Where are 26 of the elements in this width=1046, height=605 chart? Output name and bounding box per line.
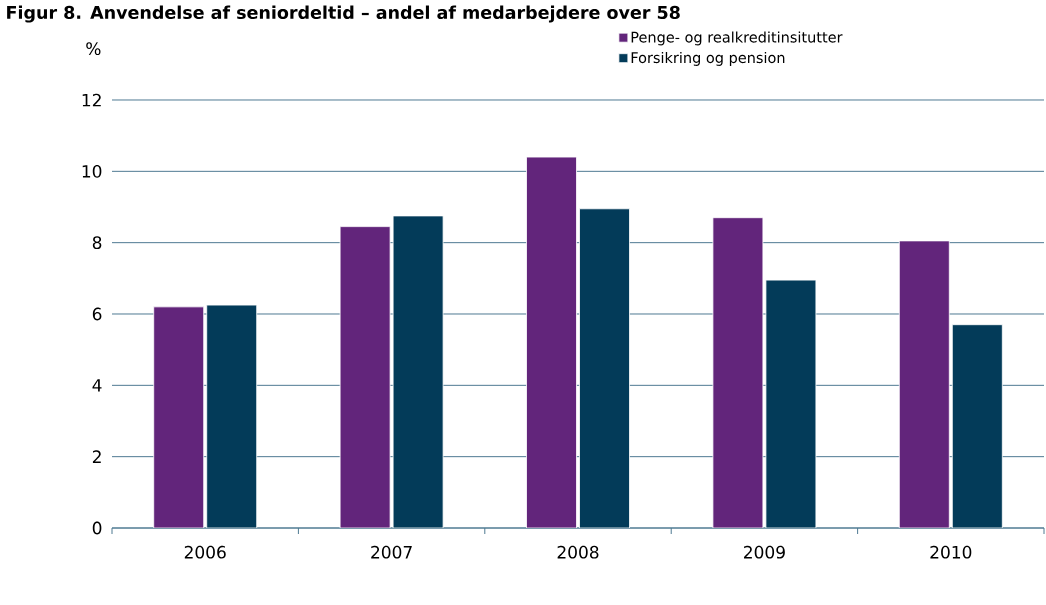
x-tick-label: 2009 (744, 545, 785, 559)
legend-label: Forsikring og pension (631, 51, 785, 66)
bar (153, 306, 205, 528)
bar (951, 324, 1003, 528)
x-tick-label: 2010 (930, 545, 972, 559)
legend-label: Penge- og realkreditinsitutter (631, 31, 843, 46)
bar (712, 217, 764, 528)
y-tick-label: 6 (92, 307, 102, 321)
y-tick-label: 2 (92, 450, 101, 463)
x-tick-label: 2008 (557, 545, 599, 559)
y-tick-label: 10 (82, 164, 102, 178)
bar (206, 304, 258, 528)
y-tick-label: 12 (82, 93, 101, 107)
bar (579, 208, 630, 528)
y-axis-title: % (86, 42, 101, 56)
bar (898, 240, 950, 528)
chart-title: Figur 8. Anvendelse af seniordeltid – andel af medarbejdere over 58 (7, 5, 680, 23)
bar (526, 156, 577, 528)
x-tick-label: 2006 (184, 545, 226, 559)
y-tick-label: 0 (92, 521, 102, 535)
y-tick-label: 8 (92, 236, 102, 250)
bar (392, 215, 444, 528)
y-tick-label: 4 (92, 379, 102, 392)
x-tick-label: 2007 (371, 545, 412, 559)
bar (765, 279, 817, 528)
bar (339, 226, 391, 528)
